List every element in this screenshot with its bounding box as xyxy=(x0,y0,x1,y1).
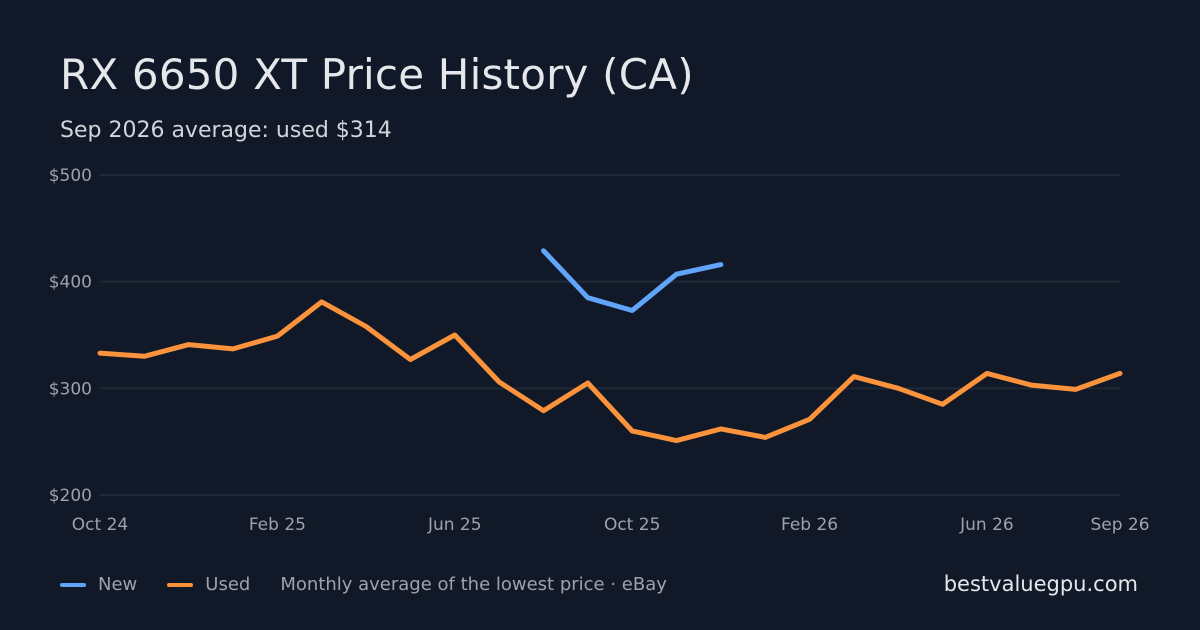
y-tick-label: $500 xyxy=(49,166,92,186)
legend-label-used: Used xyxy=(205,574,251,595)
legend: New Used Monthly average of the lowest p… xyxy=(60,574,667,595)
x-tick-label: Sep 26 xyxy=(1090,515,1149,535)
legend-note: Monthly average of the lowest price · eB… xyxy=(280,574,667,595)
chart-title: RX 6650 XT Price History (CA) xyxy=(60,50,694,99)
x-tick-label: Oct 24 xyxy=(72,515,128,535)
legend-item-new: New xyxy=(60,574,137,595)
y-tick-label: $200 xyxy=(49,486,92,506)
x-axis-ticks: Oct 24 Feb 25 Jun 25 Oct 25 Feb 26 Jun 26 Sep … xyxy=(72,515,1150,535)
y-tick-label: $400 xyxy=(49,273,92,293)
grid-lines xyxy=(100,174,1120,496)
legend-swatch-used xyxy=(167,582,194,587)
y-axis-ticks: $200 $300 $400 $500 xyxy=(49,166,92,506)
brand-link[interactable]: bestvaluegpu.com xyxy=(943,572,1138,596)
y-tick-label: $300 xyxy=(49,379,92,399)
legend-label-new: New xyxy=(98,574,138,595)
x-tick-label: Feb 26 xyxy=(781,515,838,535)
legend-swatch-new xyxy=(60,582,86,587)
legend-item-used: Used xyxy=(167,574,250,595)
series-lines xyxy=(97,248,1123,444)
x-tick-label: Oct 25 xyxy=(604,515,660,535)
x-tick-label: Jun 25 xyxy=(427,515,482,535)
x-tick-label: Feb 25 xyxy=(249,515,306,535)
chart-subtitle: Sep 2026 average: used $314 xyxy=(60,118,392,143)
x-tick-label: Jun 26 xyxy=(959,515,1014,535)
series-line-used xyxy=(97,299,1123,444)
series-line-new xyxy=(541,248,724,313)
